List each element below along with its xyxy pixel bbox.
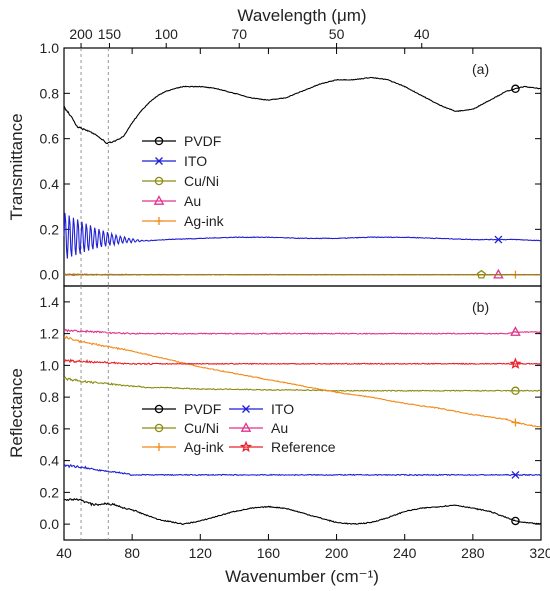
top-tick-label-5: 40 [414,26,430,42]
panel-b-x-ticks: 40 80 120 160 200 240 280 320 [56,48,550,561]
panel-b-series-ito [63,463,541,477]
panel-b-ytick-label-2: 0.4 [40,453,60,469]
panel-a-y-ticks: 0.0 0.2 0.4 0.6 0.8 1.0 [40,40,541,283]
panel-b-y-ticks: 0.0 0.2 0.4 0.6 0.8 1.0 1.2 1.4 [40,294,541,532]
xtick-label-7: 320 [529,545,550,561]
top-tick-label-0: 200 [69,26,93,42]
panel-b-cu-ni-legend-label: Cu/Ni [184,420,219,436]
top-tick-label-2: 100 [155,26,179,42]
panel-b-reference-legend-label: Reference [271,439,336,455]
panel-b-cu-ni-legend-marker [154,423,164,433]
panel-b-ito-legend-label: ITO [271,401,294,417]
xtick-label-4: 200 [325,545,349,561]
panel-b-label: (b) [472,299,489,315]
panel-a-ytick-label-4: 0.8 [40,85,60,101]
panel-b-marker-cu-ni [511,386,520,396]
top-axis-title: Wavelength (μm) [237,6,366,25]
panel-a-legend: PVDF ITO Cu/Ni Au Ag-ink [142,133,225,229]
panel-a-pvdf-legend-label: PVDF [184,133,221,149]
panel-b-pvdf-legend-marker [154,404,164,414]
panel-b-ito-legend-marker [242,405,250,413]
panel-a-cu-ni-legend-label: Cu/Ni [184,173,219,189]
panel-b-marker-pvdf [511,516,520,526]
panel-b: 0.0 0.2 0.4 0.6 0.8 1.0 1.2 1.4 40 80 120 160 200 24… [7,48,550,561]
panel-a-au-legend-marker [153,195,165,205]
panel-b-ag-ink-legend-marker [155,443,163,451]
panel-b-series-pvdf [63,497,542,525]
panel-a-marker-au [493,268,504,279]
panel-b-y-axis-title: Reflectance [7,368,26,458]
panel-b-frame [63,285,542,541]
panel-a-marker-ito [494,235,503,244]
xtick-label-0: 40 [56,545,72,561]
panel-b-ytick-label-0: 0.0 [40,516,60,532]
panel-b-ytick-label-5: 1.0 [40,357,60,373]
panel-a-cu-ni-legend-marker [154,176,164,186]
panel-b-au-legend-label: Au [271,420,288,436]
top-axis-ticks: 200 150 100 70 50 40 [69,26,430,48]
panel-b-pvdf-legend-label: PVDF [184,401,221,417]
panel-b-series-au [63,328,542,335]
xtick-label-2: 120 [189,545,213,561]
panel-b-marker-ito [511,470,520,479]
panel-a-marker-cu-ni [476,269,486,279]
xtick-label-1: 80 [124,545,140,561]
panel-b-ag-ink-legend-label: Ag-ink [184,439,225,455]
panel-a-label: (a) [472,61,489,77]
panel-a-ytick-label-1: 0.2 [40,221,60,237]
panel-a-ito-legend-label: ITO [184,153,207,169]
panel-a-ag-ink-legend-marker [155,217,163,225]
panel-a-series-pvdf [63,76,542,144]
top-tick-label-1: 150 [98,26,122,42]
panel-b-ytick-label-1: 0.2 [40,484,60,500]
panel-a-series-ito [63,212,542,259]
panel-a-frame [63,47,542,287]
panel-a-au-legend-label: Au [184,193,201,209]
panel-b-ytick-label-7: 1.4 [40,294,60,310]
panel-a-y-axis-title: Transmittance [7,113,26,220]
panel-b-reference-legend-marker [239,440,253,453]
panel-a-marker-pvdf [511,84,520,94]
panel-b-ytick-label-3: 0.6 [40,421,60,437]
top-tick-label-3: 70 [231,26,247,42]
panel-a-pvdf-legend-marker [154,136,164,146]
panel-a-ytick-label-2: 0.4 [40,176,60,192]
panel-a-series [63,76,542,279]
xtick-label-5: 240 [393,545,417,561]
panel-b-ytick-label-6: 1.2 [40,326,60,342]
panel-a-series-cu-ni [63,273,542,276]
xtick-label-6: 280 [461,545,485,561]
panel-b-marker-reference [509,357,522,369]
panel-b-legend: PVDF ITO Cu/Ni Au Ag-ink Reference [142,401,336,455]
panel-b-reference-lines [80,286,109,540]
panel-b-marker-au [510,326,521,336]
panel-b-series-ag-ink [63,335,542,429]
panel-b-marker-ag-ink [511,418,520,427]
panel-b-ytick-label-4: 0.8 [40,389,60,405]
panel-b-au-legend-marker [240,422,252,432]
x-axis-title: Wavenumber (cm⁻¹) [225,567,379,586]
xtick-label-3: 160 [257,545,281,561]
panel-a-ytick-label-5: 1.0 [40,40,60,56]
panel-a-ito-legend-marker [155,157,163,165]
panel-a-ag-ink-legend-label: Ag-ink [184,213,225,229]
top-tick-label-4: 50 [329,26,345,42]
panel-a-ytick-label-0: 0.0 [40,267,60,283]
panel-b-series-reference [63,358,541,366]
panel-a-ytick-label-3: 0.6 [40,131,60,147]
panel-a-reference-lines [80,48,109,286]
panel-b-series-cu-ni [63,376,542,392]
panel-b-series [63,326,542,526]
panel-a: 0.00.20.40.60.81.0 PVDFITOCu/NiAuAg-ink … [7,40,542,287]
